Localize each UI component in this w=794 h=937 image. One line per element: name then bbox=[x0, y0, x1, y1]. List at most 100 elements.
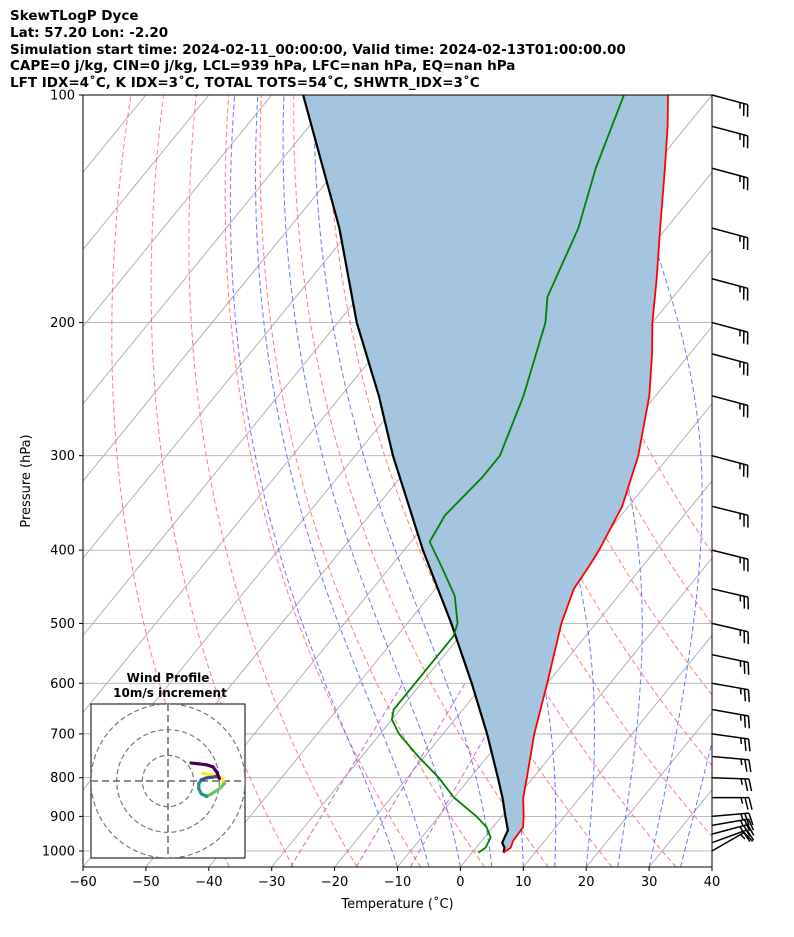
isotherm-line bbox=[83, 95, 398, 482]
wind-barb-staff bbox=[711, 733, 749, 740]
y-tick-label: 600 bbox=[50, 677, 75, 692]
isotherm-line bbox=[522, 634, 712, 867]
moist-adiabat-line bbox=[255, 95, 430, 867]
wind-barb-flag bbox=[743, 688, 747, 702]
wind-barb-staff bbox=[711, 829, 748, 844]
wind-barb-half-flag bbox=[739, 826, 744, 833]
isotherm-line bbox=[83, 95, 273, 328]
wind-barb bbox=[711, 125, 749, 149]
wind-barb-staff bbox=[711, 167, 748, 179]
wind-barb-staff bbox=[711, 278, 748, 290]
wind-barb-staff bbox=[711, 823, 748, 835]
wind-barb-staff bbox=[711, 818, 749, 827]
x-tick-label: 40 bbox=[704, 875, 721, 890]
wind-barb-flag bbox=[744, 797, 749, 810]
indices-line: LFT IDX=4˚C, K IDX=3˚C, TOTAL TOTS=54˚C,… bbox=[10, 75, 480, 92]
dry-adiabat-line bbox=[325, 95, 613, 867]
dewpoint-profile-line bbox=[390, 95, 625, 854]
y-tick-label: 700 bbox=[50, 727, 75, 742]
wind-barb bbox=[711, 622, 750, 645]
wind-barb bbox=[711, 167, 749, 191]
y-tick-label: 300 bbox=[50, 449, 75, 464]
time-line: Simulation start time: 2024-02-11_00:00:… bbox=[10, 41, 626, 58]
y-axis-label: Pressure (hPa) bbox=[19, 434, 34, 527]
x-tick-label: 20 bbox=[578, 875, 595, 890]
moist-adiabat-line bbox=[229, 95, 398, 867]
x-axis-label: Temperature (˚C) bbox=[340, 896, 453, 912]
wind-barb-half-flag bbox=[739, 737, 743, 745]
wind-barb bbox=[711, 549, 749, 572]
isotherm-line bbox=[83, 95, 84, 96]
wind-barb-staff bbox=[711, 321, 748, 333]
x-tick-label: −10 bbox=[384, 875, 411, 890]
parcel-profile-line bbox=[302, 95, 510, 853]
wind-barb-staff bbox=[711, 353, 748, 365]
wind-barb-flag bbox=[743, 715, 747, 728]
wind-barb-staff bbox=[711, 682, 749, 691]
wind-barb-staff bbox=[711, 505, 749, 516]
wind-barb-staff bbox=[711, 125, 748, 137]
moist-adiabat-line bbox=[313, 95, 493, 867]
wind-barb-flag bbox=[747, 689, 751, 703]
wind-barb bbox=[711, 94, 749, 117]
wind-barb-flag bbox=[744, 813, 750, 826]
moist-adiabat-line bbox=[610, 95, 703, 867]
plot-area bbox=[83, 95, 794, 867]
isotherm-line bbox=[775, 95, 794, 867]
wind-barb bbox=[711, 708, 751, 729]
mixing-ratio-line bbox=[409, 683, 517, 867]
hodograph-trace-segment bbox=[189, 761, 201, 766]
wind-barb-staff bbox=[711, 549, 749, 560]
wind-barb-flag bbox=[743, 825, 751, 837]
chart-title: SkewTLogP Dyce bbox=[10, 8, 139, 24]
location-line: Lat: 57.20 Lon: -2.20 bbox=[10, 24, 169, 41]
x-tick-label: −30 bbox=[258, 875, 285, 890]
wind-barb-half-flag bbox=[740, 797, 744, 804]
wind-barb-half-flag bbox=[740, 813, 744, 820]
wind-barb bbox=[711, 755, 752, 773]
x-tick-label: 10 bbox=[515, 875, 532, 890]
wind-barb-staff bbox=[711, 708, 749, 717]
wind-barb bbox=[711, 321, 749, 345]
wind-barb bbox=[711, 278, 749, 301]
hodograph-subtitle: 10m/s increment bbox=[113, 686, 227, 700]
isotherm-line bbox=[460, 557, 712, 867]
isotherm-line bbox=[334, 403, 712, 867]
wind-barb-flag bbox=[748, 759, 752, 773]
wind-barb-flag bbox=[743, 738, 747, 751]
dry-adiabat-line bbox=[188, 95, 358, 867]
y-tick-label: 400 bbox=[50, 544, 75, 559]
y-tick-label: 200 bbox=[50, 316, 75, 331]
mixing-ratio-line bbox=[355, 683, 466, 867]
wind-barb-flag bbox=[748, 797, 753, 810]
isotherm-line bbox=[83, 95, 335, 405]
wind-barb-flag bbox=[748, 812, 754, 826]
axes: −60 −50 −40 −30 −20 −10 0 10 20 30 40 100 200 300 400 5… bbox=[19, 89, 755, 912]
x-tick-label: 30 bbox=[641, 875, 658, 890]
x-tick-label: −50 bbox=[132, 875, 159, 890]
y-tick-label: 500 bbox=[50, 617, 75, 632]
wind-barb-staff bbox=[711, 227, 748, 239]
wind-barb-flag bbox=[743, 819, 751, 832]
wind-barb bbox=[711, 776, 753, 792]
isotherm-line bbox=[585, 711, 712, 867]
dry-adiabat-line bbox=[259, 95, 485, 867]
wind-barb-flag bbox=[747, 818, 755, 831]
wind-barb-staff bbox=[711, 653, 749, 664]
wind-barb-half-flag bbox=[740, 778, 744, 785]
x-tick-label: −20 bbox=[321, 875, 348, 890]
wind-barb-staff bbox=[711, 454, 748, 466]
wind-barb-half-flag bbox=[740, 833, 746, 840]
hodograph-plot bbox=[91, 704, 245, 858]
wind-barb bbox=[711, 823, 755, 837]
dry-adiabat-line bbox=[150, 95, 294, 867]
wind-barb-staff bbox=[711, 776, 750, 780]
wind-barb-staff bbox=[711, 831, 745, 852]
wind-barb-flag bbox=[747, 738, 751, 752]
wind-barb-flag bbox=[747, 715, 751, 729]
x-tick-label: −40 bbox=[195, 875, 222, 890]
isotherm-line bbox=[83, 95, 210, 251]
dry-adiabat-line bbox=[224, 95, 422, 867]
wind-barb-staff bbox=[711, 755, 749, 761]
